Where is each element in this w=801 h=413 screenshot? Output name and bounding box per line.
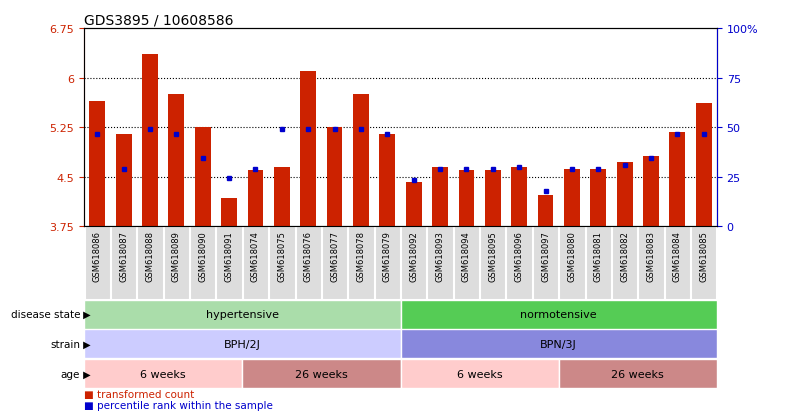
- Bar: [458, 171, 474, 227]
- Text: strain: strain: [50, 339, 80, 349]
- Text: GSM618075: GSM618075: [277, 230, 286, 281]
- Bar: [533, 227, 558, 299]
- Bar: [190, 227, 215, 299]
- Text: disease state: disease state: [10, 309, 80, 319]
- Text: GSM618079: GSM618079: [383, 230, 392, 281]
- Bar: [665, 227, 690, 299]
- Bar: [400, 330, 717, 358]
- Bar: [348, 227, 373, 299]
- Bar: [327, 128, 343, 227]
- Text: BPN/3J: BPN/3J: [541, 339, 577, 349]
- Bar: [506, 227, 532, 299]
- Text: 6 weeks: 6 weeks: [140, 369, 186, 379]
- Bar: [485, 171, 501, 227]
- Bar: [163, 227, 189, 299]
- Bar: [242, 359, 400, 388]
- Text: GSM618096: GSM618096: [515, 230, 524, 281]
- Bar: [406, 183, 421, 227]
- Text: GSM618078: GSM618078: [356, 230, 365, 281]
- Text: age: age: [61, 369, 80, 379]
- Text: 6 weeks: 6 weeks: [457, 369, 502, 379]
- Bar: [142, 55, 158, 227]
- Bar: [375, 227, 400, 299]
- Bar: [590, 169, 606, 227]
- Bar: [168, 95, 184, 227]
- Bar: [248, 171, 264, 227]
- Bar: [322, 227, 348, 299]
- Bar: [453, 227, 479, 299]
- Text: GDS3895 / 10608586: GDS3895 / 10608586: [84, 14, 234, 28]
- Text: GSM618080: GSM618080: [567, 230, 577, 281]
- Bar: [243, 227, 268, 299]
- Bar: [586, 227, 611, 299]
- Bar: [400, 300, 717, 329]
- Bar: [617, 163, 633, 227]
- Bar: [84, 330, 401, 358]
- Text: GSM618094: GSM618094: [462, 230, 471, 281]
- Text: ▶: ▶: [80, 309, 91, 319]
- Text: GSM618093: GSM618093: [436, 230, 445, 281]
- Bar: [670, 133, 686, 227]
- Bar: [564, 169, 580, 227]
- Bar: [353, 95, 368, 227]
- Bar: [116, 134, 131, 227]
- Text: GSM618077: GSM618077: [330, 230, 339, 281]
- Text: GSM618089: GSM618089: [172, 230, 181, 281]
- Text: GSM618081: GSM618081: [594, 230, 602, 281]
- Bar: [296, 227, 321, 299]
- Text: GSM618092: GSM618092: [409, 230, 418, 281]
- Bar: [274, 167, 290, 227]
- Text: ▶: ▶: [80, 339, 91, 349]
- Bar: [85, 227, 110, 299]
- Bar: [84, 359, 242, 388]
- Text: ■ percentile rank within the sample: ■ percentile rank within the sample: [84, 400, 273, 410]
- Bar: [216, 227, 242, 299]
- Bar: [111, 227, 136, 299]
- Bar: [380, 134, 395, 227]
- Text: GSM618097: GSM618097: [541, 230, 550, 281]
- Bar: [612, 227, 638, 299]
- Text: GSM618076: GSM618076: [304, 230, 312, 281]
- Text: GSM618074: GSM618074: [251, 230, 260, 281]
- Bar: [137, 227, 163, 299]
- Text: GSM618084: GSM618084: [673, 230, 682, 281]
- Bar: [221, 198, 237, 227]
- Bar: [696, 103, 711, 227]
- Text: GSM618083: GSM618083: [646, 230, 655, 281]
- Bar: [511, 167, 527, 227]
- Bar: [559, 359, 717, 388]
- Text: GSM618087: GSM618087: [119, 230, 128, 281]
- Bar: [428, 227, 453, 299]
- Text: GSM618095: GSM618095: [489, 230, 497, 281]
- Text: 26 weeks: 26 weeks: [295, 369, 348, 379]
- Bar: [480, 227, 505, 299]
- Text: GSM618085: GSM618085: [699, 230, 708, 281]
- Text: GSM618086: GSM618086: [93, 230, 102, 281]
- Text: ■ transformed count: ■ transformed count: [84, 389, 195, 399]
- Text: normotensive: normotensive: [521, 309, 597, 319]
- Bar: [300, 72, 316, 227]
- Text: GSM618091: GSM618091: [224, 230, 234, 281]
- Text: GSM618082: GSM618082: [620, 230, 629, 281]
- Bar: [638, 227, 664, 299]
- Bar: [643, 156, 659, 227]
- Text: GSM618088: GSM618088: [146, 230, 155, 281]
- Bar: [433, 167, 448, 227]
- Bar: [537, 196, 553, 227]
- Text: BPH/2J: BPH/2J: [223, 339, 261, 349]
- Bar: [400, 359, 559, 388]
- Text: GSM618090: GSM618090: [199, 230, 207, 281]
- Text: 26 weeks: 26 weeks: [611, 369, 664, 379]
- Bar: [559, 227, 585, 299]
- Bar: [90, 102, 105, 227]
- Bar: [84, 300, 401, 329]
- Text: ▶: ▶: [80, 369, 91, 379]
- Text: hypertensive: hypertensive: [206, 309, 279, 319]
- Bar: [195, 128, 211, 227]
- Bar: [401, 227, 426, 299]
- Bar: [691, 227, 716, 299]
- Bar: [269, 227, 295, 299]
